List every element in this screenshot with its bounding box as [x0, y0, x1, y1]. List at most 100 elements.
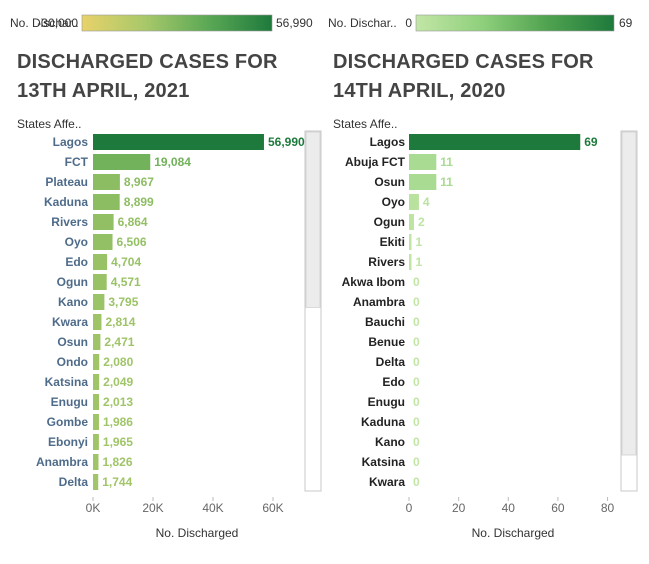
value-label: 11 — [440, 175, 453, 189]
x-tick-label: 20K — [142, 501, 163, 515]
legend-min-label: 0 — [405, 16, 412, 30]
value-label: 4,571 — [111, 275, 141, 289]
bar[interactable] — [93, 294, 105, 310]
bar[interactable] — [93, 214, 114, 230]
category-label: Edo — [65, 255, 88, 269]
scrollbar-thumb[interactable] — [621, 131, 637, 456]
category-header: States Affe.. — [333, 117, 398, 131]
category-label: Ogun — [57, 275, 88, 289]
legend-max-label: 69 — [619, 16, 633, 30]
x-axis-title: No. Discharged — [156, 526, 239, 540]
bar[interactable] — [93, 314, 102, 330]
bar[interactable] — [93, 414, 99, 430]
category-label: FCT — [65, 155, 89, 169]
value-label: 2,080 — [103, 355, 133, 369]
value-label: 8,967 — [124, 175, 154, 189]
value-label: 0 — [413, 455, 420, 469]
value-label: 1 — [415, 235, 422, 249]
bar[interactable] — [93, 134, 264, 150]
value-label: 0 — [413, 295, 420, 309]
value-label: 2,013 — [103, 395, 133, 409]
legend-max-label: 56,990 — [276, 16, 313, 30]
bar[interactable] — [93, 274, 107, 290]
category-label: Plateau — [45, 175, 88, 189]
x-tick-label: 80 — [601, 501, 615, 515]
chart-title-line: DISCHARGED CASES FOR — [333, 51, 594, 73]
bar[interactable] — [409, 254, 412, 270]
bar[interactable] — [93, 334, 101, 350]
category-label: Kwara — [369, 475, 405, 489]
category-label: Ekiti — [380, 235, 405, 249]
category-label: Delta — [376, 355, 406, 369]
value-label: 1,744 — [102, 475, 132, 489]
x-axis-title: No. Discharged — [472, 526, 555, 540]
value-label: 11 — [440, 155, 453, 169]
x-tick-label: 40K — [202, 501, 223, 515]
value-label: 0 — [413, 435, 420, 449]
category-label: Enugu — [51, 395, 88, 409]
bar[interactable] — [409, 154, 437, 170]
value-label: 2,471 — [104, 335, 134, 349]
chart-1: No. Dischar..-30,000 56,990 DISCHARGED CAS… — [10, 14, 322, 540]
value-label: 0 — [413, 335, 420, 349]
value-label: 0 — [413, 355, 420, 369]
category-label: Katsina — [45, 375, 89, 389]
bar[interactable] — [93, 194, 120, 210]
category-label: Benue — [368, 335, 405, 349]
bar[interactable] — [409, 194, 419, 210]
value-label: 2 — [418, 215, 425, 229]
bar[interactable] — [409, 134, 581, 150]
value-label: 0 — [413, 415, 420, 429]
value-label: 0 — [413, 395, 420, 409]
value-label: 69 — [584, 135, 598, 149]
category-label: Anambra — [353, 295, 405, 309]
category-label: Ondo — [57, 355, 88, 369]
chart-title-line: 14TH APRIL, 2020 — [333, 80, 506, 102]
bar[interactable] — [409, 214, 414, 230]
bar[interactable] — [409, 174, 437, 190]
value-label: 1 — [415, 255, 422, 269]
value-label: 6,864 — [118, 215, 148, 229]
bar[interactable] — [409, 234, 412, 250]
chart-2: No. Dischar.. 0 69 DISCHARGED CASES FOR 14TH… — [328, 14, 638, 540]
category-label: Kwara — [52, 315, 88, 329]
category-label: Gombe — [47, 415, 89, 429]
value-label: 1,965 — [103, 435, 133, 449]
category-label: Abuja FCT — [345, 155, 406, 169]
bar[interactable] — [93, 154, 151, 170]
category-label: Ebonyi — [48, 435, 88, 449]
bar[interactable] — [93, 454, 99, 470]
category-label: Oyo — [65, 235, 88, 249]
category-label: Osun — [374, 175, 405, 189]
category-label: Kano — [375, 435, 405, 449]
category-label: Rivers — [51, 215, 88, 229]
legend-title: No. Dischar.. — [328, 16, 397, 30]
value-label: 56,990 — [268, 135, 305, 149]
bar[interactable] — [93, 394, 100, 410]
category-label: Lagos — [370, 135, 406, 149]
bar[interactable] — [93, 474, 99, 490]
bar[interactable] — [93, 374, 100, 390]
x-tick-label: 0K — [86, 501, 101, 515]
value-label: 19,084 — [154, 155, 191, 169]
bar[interactable] — [93, 434, 99, 450]
category-label: Katsina — [362, 455, 406, 469]
legend-color-ramp — [415, 14, 615, 32]
category-label: Delta — [59, 475, 89, 489]
value-label: 8,899 — [124, 195, 154, 209]
scrollbar-thumb[interactable] — [305, 131, 321, 308]
bar[interactable] — [93, 354, 100, 370]
bar[interactable] — [93, 254, 108, 270]
category-label: Ogun — [374, 215, 405, 229]
category-label: Akwa Ibom — [342, 275, 405, 289]
bar[interactable] — [93, 174, 120, 190]
value-label: 6,506 — [117, 235, 147, 249]
value-label: 2,049 — [103, 375, 133, 389]
x-tick-label: 60K — [262, 501, 283, 515]
bar[interactable] — [93, 234, 113, 250]
value-label: 4 — [423, 195, 430, 209]
legend-title: No. Dischar.. — [10, 16, 79, 30]
x-tick-label: 40 — [502, 501, 516, 515]
value-label: 2,814 — [105, 315, 135, 329]
value-label: 0 — [413, 375, 420, 389]
